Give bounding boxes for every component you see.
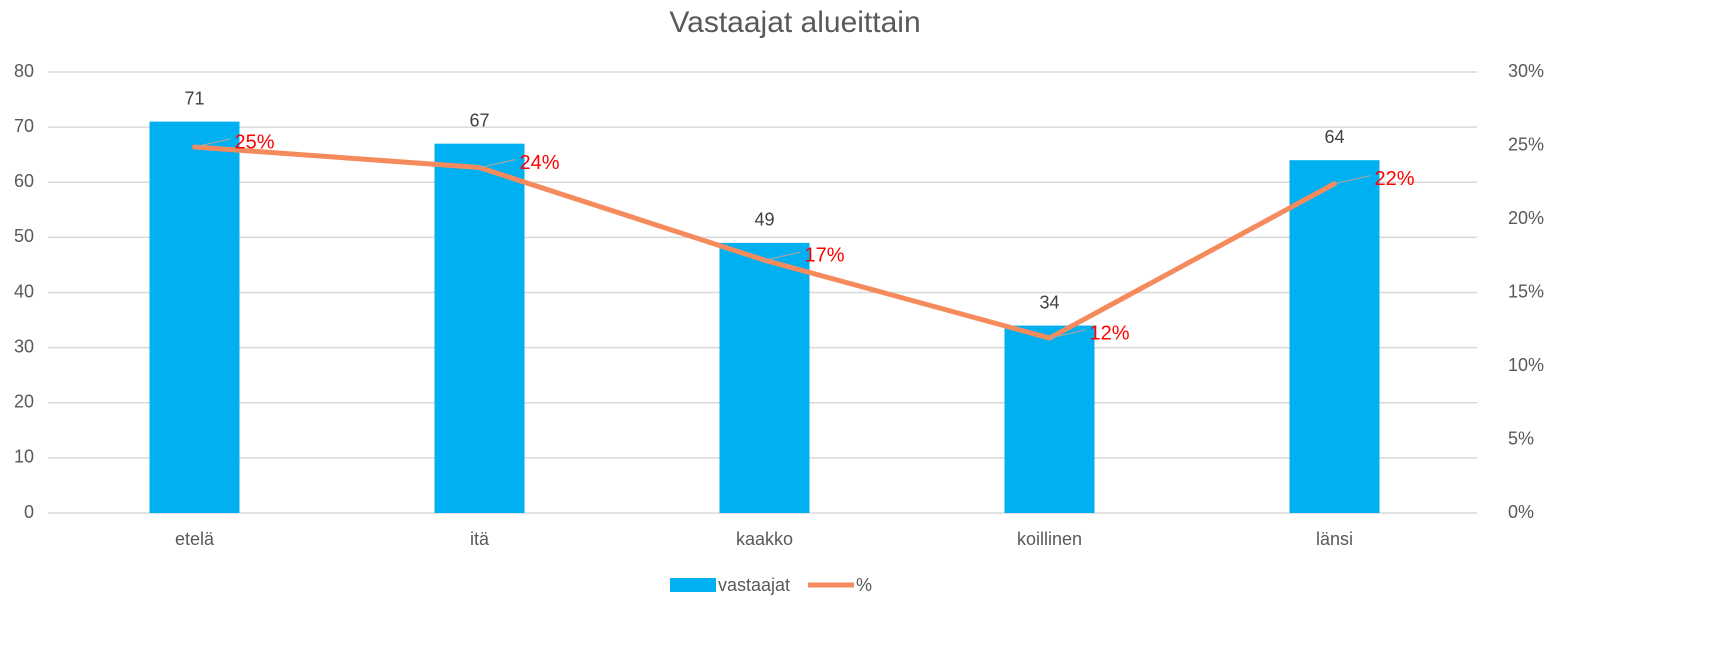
y2-tick-label: 0% — [1508, 502, 1534, 522]
x-tick-label: koillinen — [1017, 529, 1082, 549]
legend-label: vastaajat — [718, 575, 790, 595]
y-tick-label: 0 — [24, 502, 34, 522]
y-tick-label: 40 — [14, 281, 34, 301]
y2-tick-label: 20% — [1508, 208, 1544, 228]
leader-line — [764, 251, 801, 261]
y-tick-label: 70 — [14, 116, 34, 136]
y2-tick-label: 30% — [1508, 61, 1544, 81]
x-tick-label: etelä — [175, 529, 215, 549]
leader-line — [479, 158, 516, 169]
y-tick-label: 30 — [14, 336, 34, 356]
data-label: 34 — [1039, 292, 1059, 312]
leader-line — [1334, 175, 1371, 185]
y-tick-label: 10 — [14, 447, 34, 467]
bar — [1004, 325, 1095, 513]
legend-swatch — [670, 578, 716, 592]
data-label: 17% — [805, 244, 845, 266]
y-tick-label: 50 — [14, 226, 34, 246]
y2-tick-label: 15% — [1508, 281, 1544, 301]
data-label: 49 — [754, 210, 774, 230]
legend-label: % — [856, 575, 872, 595]
leader-line — [194, 138, 231, 148]
y2-tick-label: 10% — [1508, 355, 1544, 375]
y-tick-label: 60 — [14, 171, 34, 191]
y2-tick-label: 25% — [1508, 134, 1544, 154]
x-tick-label: länsi — [1316, 529, 1353, 549]
x-tick-label: itä — [470, 529, 490, 549]
data-label: 25% — [235, 131, 275, 153]
bar — [149, 121, 240, 514]
x-tick-label: kaakko — [736, 529, 793, 549]
bar — [434, 143, 525, 513]
bar — [1289, 160, 1380, 513]
data-label: 24% — [520, 152, 560, 174]
y-tick-label: 20 — [14, 392, 34, 412]
y2-tick-label: 5% — [1508, 428, 1534, 448]
data-label: 12% — [1090, 322, 1130, 344]
data-label: 22% — [1375, 168, 1415, 190]
data-label: 67 — [469, 110, 489, 130]
leader-line — [1049, 329, 1086, 339]
bar — [719, 242, 810, 513]
data-label: 64 — [1324, 127, 1344, 147]
data-label: 71 — [184, 88, 204, 108]
y-tick-label: 80 — [14, 61, 34, 81]
chart-title: Vastaajat alueittain — [669, 6, 920, 39]
